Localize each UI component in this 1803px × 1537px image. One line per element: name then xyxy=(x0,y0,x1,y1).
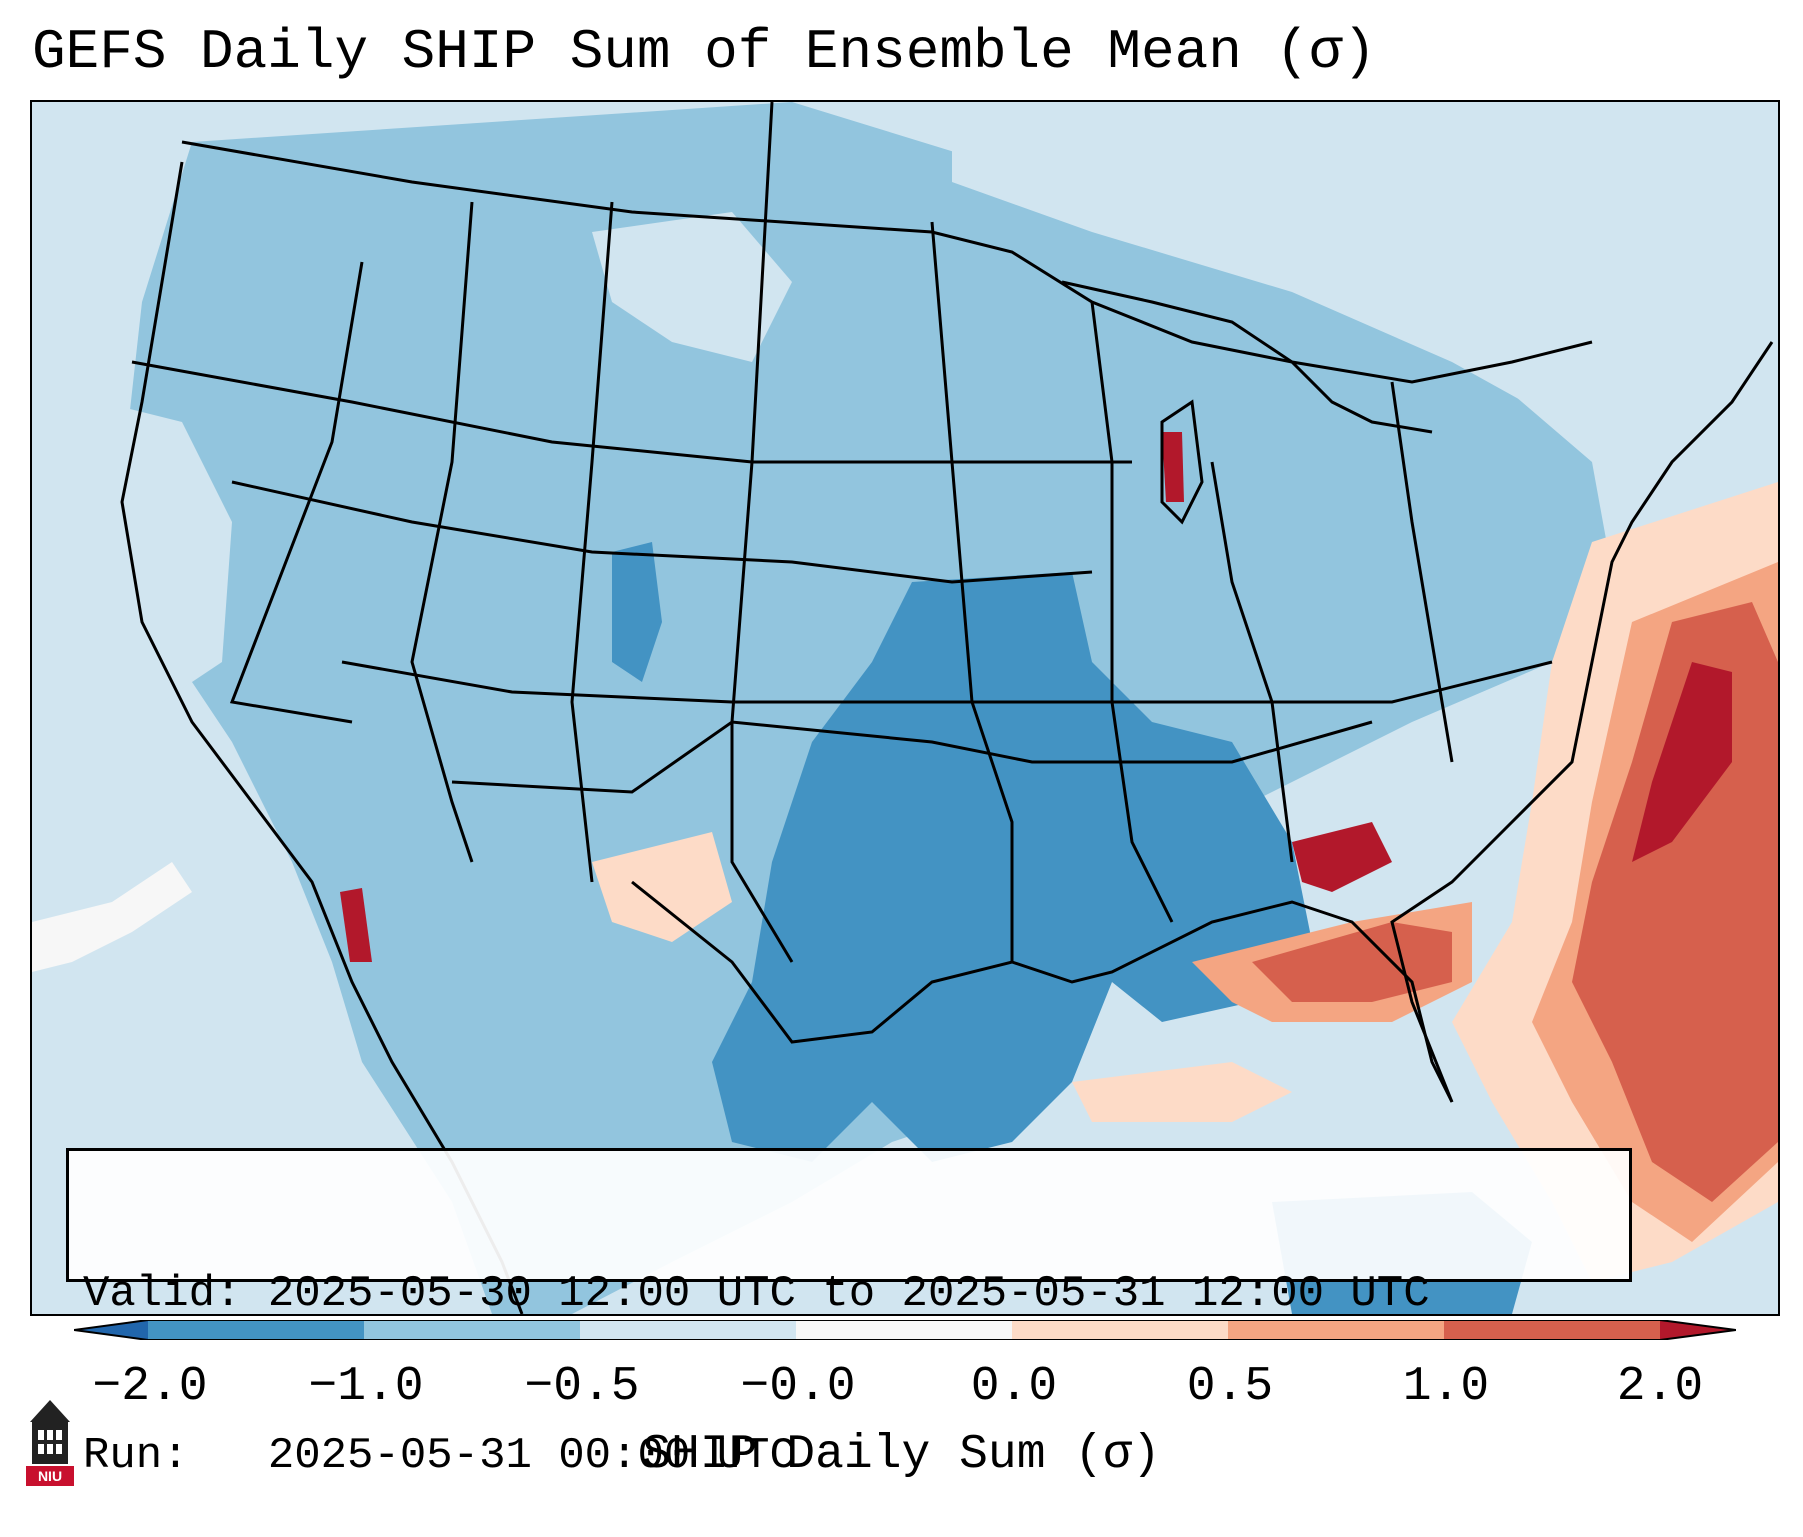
run-time-text: Run: 2025-05-31 00:00 UTC xyxy=(83,1431,796,1481)
state-lines-1 xyxy=(131,360,1132,464)
logo-text: NIU xyxy=(38,1468,62,1484)
state-lines-3 xyxy=(341,660,1553,704)
valid-time-text: Valid: 2025-05-30 12:00 UTC to 2025-05-3… xyxy=(83,1269,1430,1319)
state-lines-v8 xyxy=(1390,381,1454,763)
colorbar-bin-6 xyxy=(1228,1320,1444,1340)
chart-title: GEFS Daily SHIP Sum of Ensemble Mean (σ) xyxy=(32,20,1377,84)
field-light-patch-north xyxy=(592,212,792,362)
colorbar-extend-low xyxy=(74,1320,148,1340)
state-lines-2 xyxy=(231,480,1093,584)
state-lines-4 xyxy=(451,720,1373,794)
field-dark-blue-colorado xyxy=(612,542,662,682)
colorbar-tick-label: 1.0 xyxy=(1402,1360,1490,1414)
state-lines-v3 xyxy=(570,201,614,883)
state-lines-v5 xyxy=(930,221,1014,962)
field-light-patch-west xyxy=(102,402,232,702)
field-darkred-lake-michigan xyxy=(1162,432,1184,502)
coastline-gulf xyxy=(631,880,1454,1103)
state-lines-v7 xyxy=(1210,461,1294,863)
colorbar-tick-label: −0.5 xyxy=(524,1360,640,1414)
coastline-east xyxy=(1390,341,1774,1103)
colorbar-label: SHIP Daily Sum (σ) xyxy=(642,1428,1161,1482)
colorbar-bin-3 xyxy=(580,1320,796,1340)
colorbar-bin-2 xyxy=(364,1320,580,1340)
colorbar-tick-label: 2.0 xyxy=(1616,1360,1704,1414)
validity-info-box: Valid: 2025-05-30 12:00 UTC to 2025-05-3… xyxy=(66,1148,1632,1481)
colorbar-tick-label: −2.0 xyxy=(92,1360,208,1414)
colorbar-bin-4 xyxy=(796,1320,1012,1340)
colorbar-tick-label: −0.0 xyxy=(740,1360,856,1414)
state-lines-v1 xyxy=(229,261,364,724)
colorbar-bin-7 xyxy=(1444,1320,1660,1340)
field-salmon-gulf xyxy=(1072,1062,1292,1122)
map-svg xyxy=(32,102,1778,1314)
field-white-pacific xyxy=(32,862,192,972)
colorbar-extend-high xyxy=(1660,1320,1736,1340)
state-lines-v4 xyxy=(730,102,794,963)
colorbar-tick-label: −1.0 xyxy=(308,1360,424,1414)
field-darkred-baja xyxy=(340,888,372,962)
niu-logo: NIU xyxy=(26,1400,74,1486)
field-darkred-atlantic xyxy=(1632,662,1732,862)
university-tower-icon xyxy=(30,1400,70,1464)
lake-michigan xyxy=(1160,399,1204,525)
colorbar-tick-label: 0.0 xyxy=(970,1360,1058,1414)
state-lines-v6 xyxy=(1090,301,1174,923)
boundaries xyxy=(120,102,1774,1314)
field-salmon-southwest xyxy=(592,832,732,942)
field-darkred-southeast xyxy=(1292,822,1392,892)
field-red-southeast xyxy=(1252,922,1452,1002)
state-lines-v2 xyxy=(410,201,474,863)
colorbar-bin-1 xyxy=(148,1320,364,1340)
colorbar-bin-5 xyxy=(1012,1320,1228,1340)
colorbar-tick-label: 0.5 xyxy=(1186,1360,1274,1414)
great-lakes xyxy=(1061,280,1433,434)
field-light-patch-canada xyxy=(952,102,1772,462)
map-panel xyxy=(30,100,1780,1316)
colorbar xyxy=(74,1320,1736,1340)
